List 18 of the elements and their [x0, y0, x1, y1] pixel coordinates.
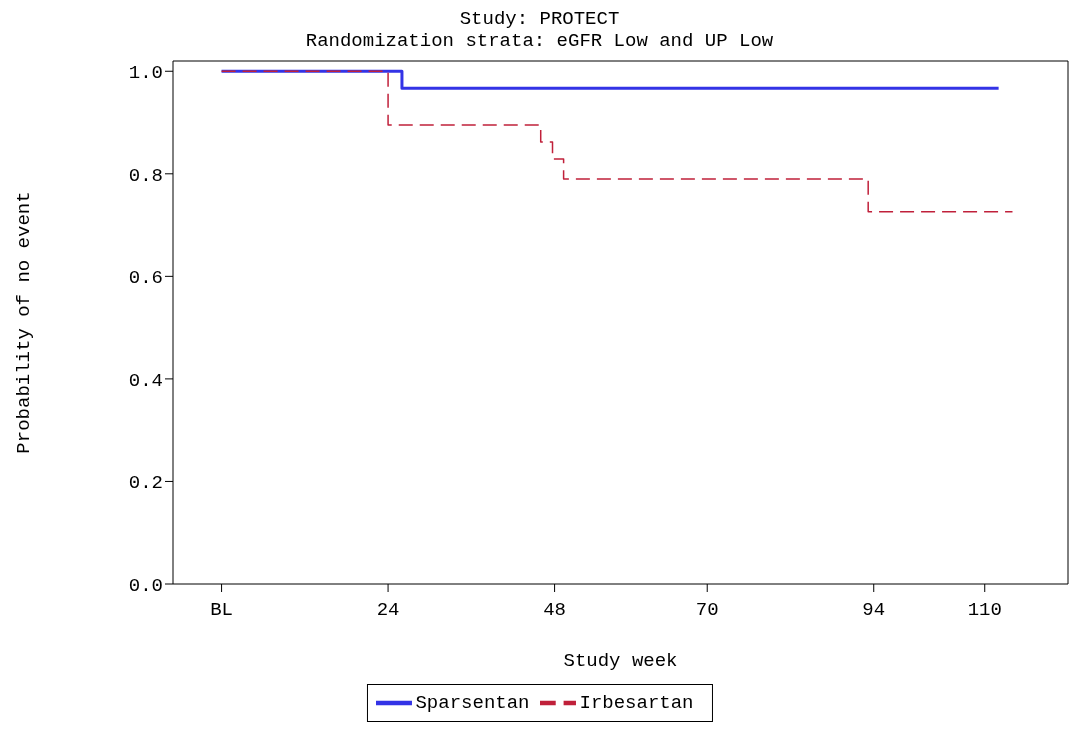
- x-tick-label: 94: [862, 599, 886, 622]
- y-tick-label: 1.0: [128, 62, 163, 84]
- y-tick-label: 0.6: [128, 267, 163, 290]
- y-tick-label: 0.4: [128, 369, 163, 392]
- x-tick-label: 70: [695, 599, 719, 622]
- legend-label: Sparsentan: [415, 692, 530, 715]
- x-tick-label: BL: [210, 599, 233, 622]
- y-tick-label: 0.0: [128, 574, 163, 597]
- x-tick-label: 110: [967, 599, 1002, 622]
- x-tick-label: 24: [376, 599, 400, 622]
- x-axis-title: Study week: [563, 650, 678, 672]
- y-axis-title: Probability of no event: [12, 191, 35, 454]
- y-tick-label: 0.8: [128, 164, 163, 187]
- chart-title: Study: PROTECT: [458, 8, 621, 30]
- chart-subtitle: Randomization strata: eGFR Low and UP Low: [304, 30, 775, 52]
- y-tick-label: 0.2: [128, 472, 163, 495]
- legend-label: Irbesartan: [579, 692, 694, 715]
- x-tick-label: 48: [543, 599, 566, 622]
